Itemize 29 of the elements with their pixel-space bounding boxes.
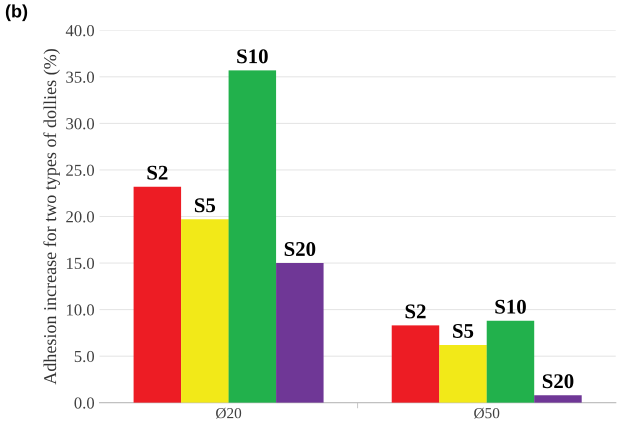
- text: (b): [6, 4, 28, 22]
- bar: [228, 70, 276, 403]
- y-tick-label: 20.0: [66, 211, 94, 223]
- bar: [134, 186, 182, 403]
- text: S2: [147, 166, 168, 180]
- y-tick-label: 15.0: [66, 258, 94, 270]
- text: S10: [237, 49, 268, 64]
- y-tick-label: 10.0: [66, 304, 94, 316]
- series-label: S2: [406, 304, 426, 318]
- bar: [486, 320, 534, 403]
- text: S5: [453, 324, 474, 338]
- y-axis-title: Adhesion increase for two types of dollies (%): [43, 49, 60, 385]
- y-tick-label: 0.0: [74, 397, 94, 409]
- bar: [439, 344, 487, 403]
- bar: [534, 395, 582, 403]
- series-label: S20: [284, 242, 316, 256]
- y-tick-label: 40.0: [66, 25, 94, 36]
- x-tick-label: Ø20: [216, 408, 242, 419]
- x-tick-label: Ø50: [474, 408, 500, 419]
- y-tick-label: 25.0: [66, 164, 94, 176]
- y-tick-label: 5.0: [74, 350, 94, 362]
- series-label: S5: [194, 198, 216, 212]
- text: S20: [542, 374, 574, 388]
- series-label: S10: [495, 300, 526, 314]
- bar: [276, 263, 324, 403]
- y-tick-label: 30.0: [66, 118, 94, 130]
- bar: [181, 219, 229, 403]
- y-tick-label: 35.0: [66, 72, 94, 83]
- bar: [392, 325, 440, 403]
